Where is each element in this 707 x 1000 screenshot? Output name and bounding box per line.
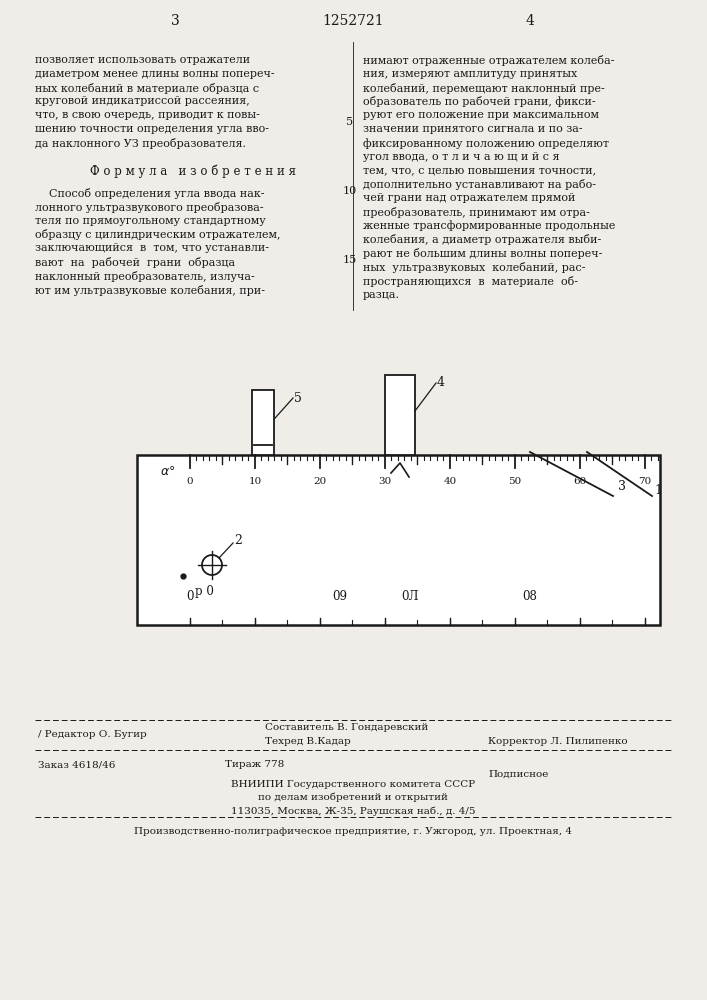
Text: $\alpha$°: $\alpha$° (160, 465, 175, 478)
Text: чей грани над отражателем прямой: чей грани над отражателем прямой (363, 193, 575, 203)
Text: колебаний, перемещают наклонный пре-: колебаний, перемещают наклонный пре- (363, 83, 604, 94)
Text: 5: 5 (346, 117, 354, 127)
Text: диаметром менее длины волны попереч-: диаметром менее длины волны попереч- (35, 69, 274, 79)
Text: образователь по рабочей грани, фикси-: образователь по рабочей грани, фикси- (363, 96, 595, 107)
Text: шению точности определения угла вво-: шению точности определения угла вво- (35, 124, 269, 134)
Text: значении принятого сигнала и по за-: значении принятого сигнала и по за- (363, 124, 583, 134)
Text: тем, что, с целью повышения точности,: тем, что, с целью повышения точности, (363, 165, 596, 175)
Text: Ф о р м у л а   и з о б р е т е н и я: Ф о р м у л а и з о б р е т е н и я (90, 165, 296, 178)
Text: 0: 0 (187, 477, 193, 486)
Text: 70: 70 (638, 477, 652, 486)
Text: Подписное: Подписное (488, 770, 549, 779)
Text: Тираж 778: Тираж 778 (225, 760, 284, 769)
Text: ВНИИПИ Государственного комитета СССР: ВНИИПИ Государственного комитета СССР (231, 780, 475, 789)
Text: Заказ 4618/46: Заказ 4618/46 (38, 760, 115, 769)
Text: 2: 2 (234, 534, 242, 548)
Text: 10: 10 (248, 477, 262, 486)
Text: круговой индикатриссой рассеяния,: круговой индикатриссой рассеяния, (35, 96, 250, 106)
Text: / Редактор О. Бугир: / Редактор О. Бугир (38, 730, 147, 739)
Text: лонного ультразвукового преобразова-: лонного ультразвукового преобразова- (35, 202, 264, 213)
Text: разца.: разца. (363, 290, 400, 300)
Text: образцу с цилиндрическим отражателем,: образцу с цилиндрическим отражателем, (35, 229, 281, 240)
Text: 09: 09 (332, 590, 348, 603)
Text: дополнительно устанавливают на рабо-: дополнительно устанавливают на рабо- (363, 179, 596, 190)
Text: по делам изобретений и открытий: по делам изобретений и открытий (258, 793, 448, 802)
Bar (385, 375, 415, 455)
Bar (252, 390, 274, 455)
Text: 4: 4 (437, 376, 445, 389)
Text: 1: 1 (654, 485, 662, 497)
Text: Составитель В. Гондаревский: Составитель В. Гондаревский (265, 723, 428, 732)
Text: колебания, а диаметр отражателя выби-: колебания, а диаметр отражателя выби- (363, 234, 601, 245)
Text: пространяющихся  в  материале  об-: пространяющихся в материале об- (363, 276, 578, 287)
Text: заключающийся  в  том, что устанавли-: заключающийся в том, что устанавли- (35, 243, 269, 253)
Text: ют им ультразвуковые колебания, при-: ют им ультразвуковые колебания, при- (35, 285, 265, 296)
Text: Способ определения угла ввода нак-: Способ определения угла ввода нак- (35, 188, 264, 199)
Text: 5: 5 (294, 391, 302, 404)
Text: 10: 10 (343, 186, 357, 196)
Text: угол ввода, о т л и ч а ю щ и й с я: угол ввода, о т л и ч а ю щ и й с я (363, 152, 559, 162)
Text: теля по прямоугольному стандартному: теля по прямоугольному стандартному (35, 216, 266, 226)
Text: 40: 40 (443, 477, 457, 486)
Text: 113035, Москва, Ж-35, Раушская наб., д. 4/5: 113035, Москва, Ж-35, Раушская наб., д. … (230, 806, 475, 816)
Text: 0Л: 0Л (402, 590, 419, 603)
Text: Производственно-полиграфическое предприятие, г. Ужгород, ул. Проектная, 4: Производственно-полиграфическое предприя… (134, 827, 572, 836)
Text: да наклонного УЗ преобразователя.: да наклонного УЗ преобразователя. (35, 138, 246, 149)
Text: 50: 50 (508, 477, 522, 486)
Text: ных  ультразвуковых  колебаний, рас-: ных ультразвуковых колебаний, рас- (363, 262, 585, 273)
Text: 60: 60 (573, 477, 587, 486)
Text: 30: 30 (378, 477, 392, 486)
Text: Техред В.Кадар: Техред В.Кадар (265, 737, 351, 746)
Text: 1252721: 1252721 (322, 14, 384, 28)
Text: ния, измеряют амплитуду принятых: ния, измеряют амплитуду принятых (363, 69, 577, 79)
Text: наклонный преобразователь, излуча-: наклонный преобразователь, излуча- (35, 271, 255, 282)
Text: руют его положение при максимальном: руют его положение при максимальном (363, 110, 599, 120)
Bar (137, 455, 660, 625)
Text: преобразователь, принимают им отра-: преобразователь, принимают им отра- (363, 207, 590, 218)
Text: фиксированному положению определяют: фиксированному положению определяют (363, 138, 609, 149)
Text: 08: 08 (522, 590, 537, 603)
Text: вают  на  рабочей  грани  образца: вают на рабочей грани образца (35, 257, 235, 268)
Text: 3: 3 (618, 480, 626, 492)
Text: ных колебаний в материале образца с: ных колебаний в материале образца с (35, 83, 259, 94)
Text: Корректор Л. Пилипенко: Корректор Л. Пилипенко (488, 737, 628, 746)
Text: 0: 0 (186, 590, 194, 603)
Text: 15: 15 (343, 255, 357, 265)
Text: рают не большим длины волны попереч-: рают не большим длины волны попереч- (363, 248, 602, 259)
Text: 3: 3 (170, 14, 180, 28)
Text: р 0: р 0 (195, 585, 214, 598)
Text: 20: 20 (313, 477, 327, 486)
Text: женные трансформированные продольные: женные трансформированные продольные (363, 221, 615, 231)
Text: 4: 4 (525, 14, 534, 28)
Text: нимают отраженные отражателем колеба-: нимают отраженные отражателем колеба- (363, 55, 614, 66)
Text: позволяет использовать отражатели: позволяет использовать отражатели (35, 55, 250, 65)
Text: что, в свою очередь, приводит к повы-: что, в свою очередь, приводит к повы- (35, 110, 260, 120)
